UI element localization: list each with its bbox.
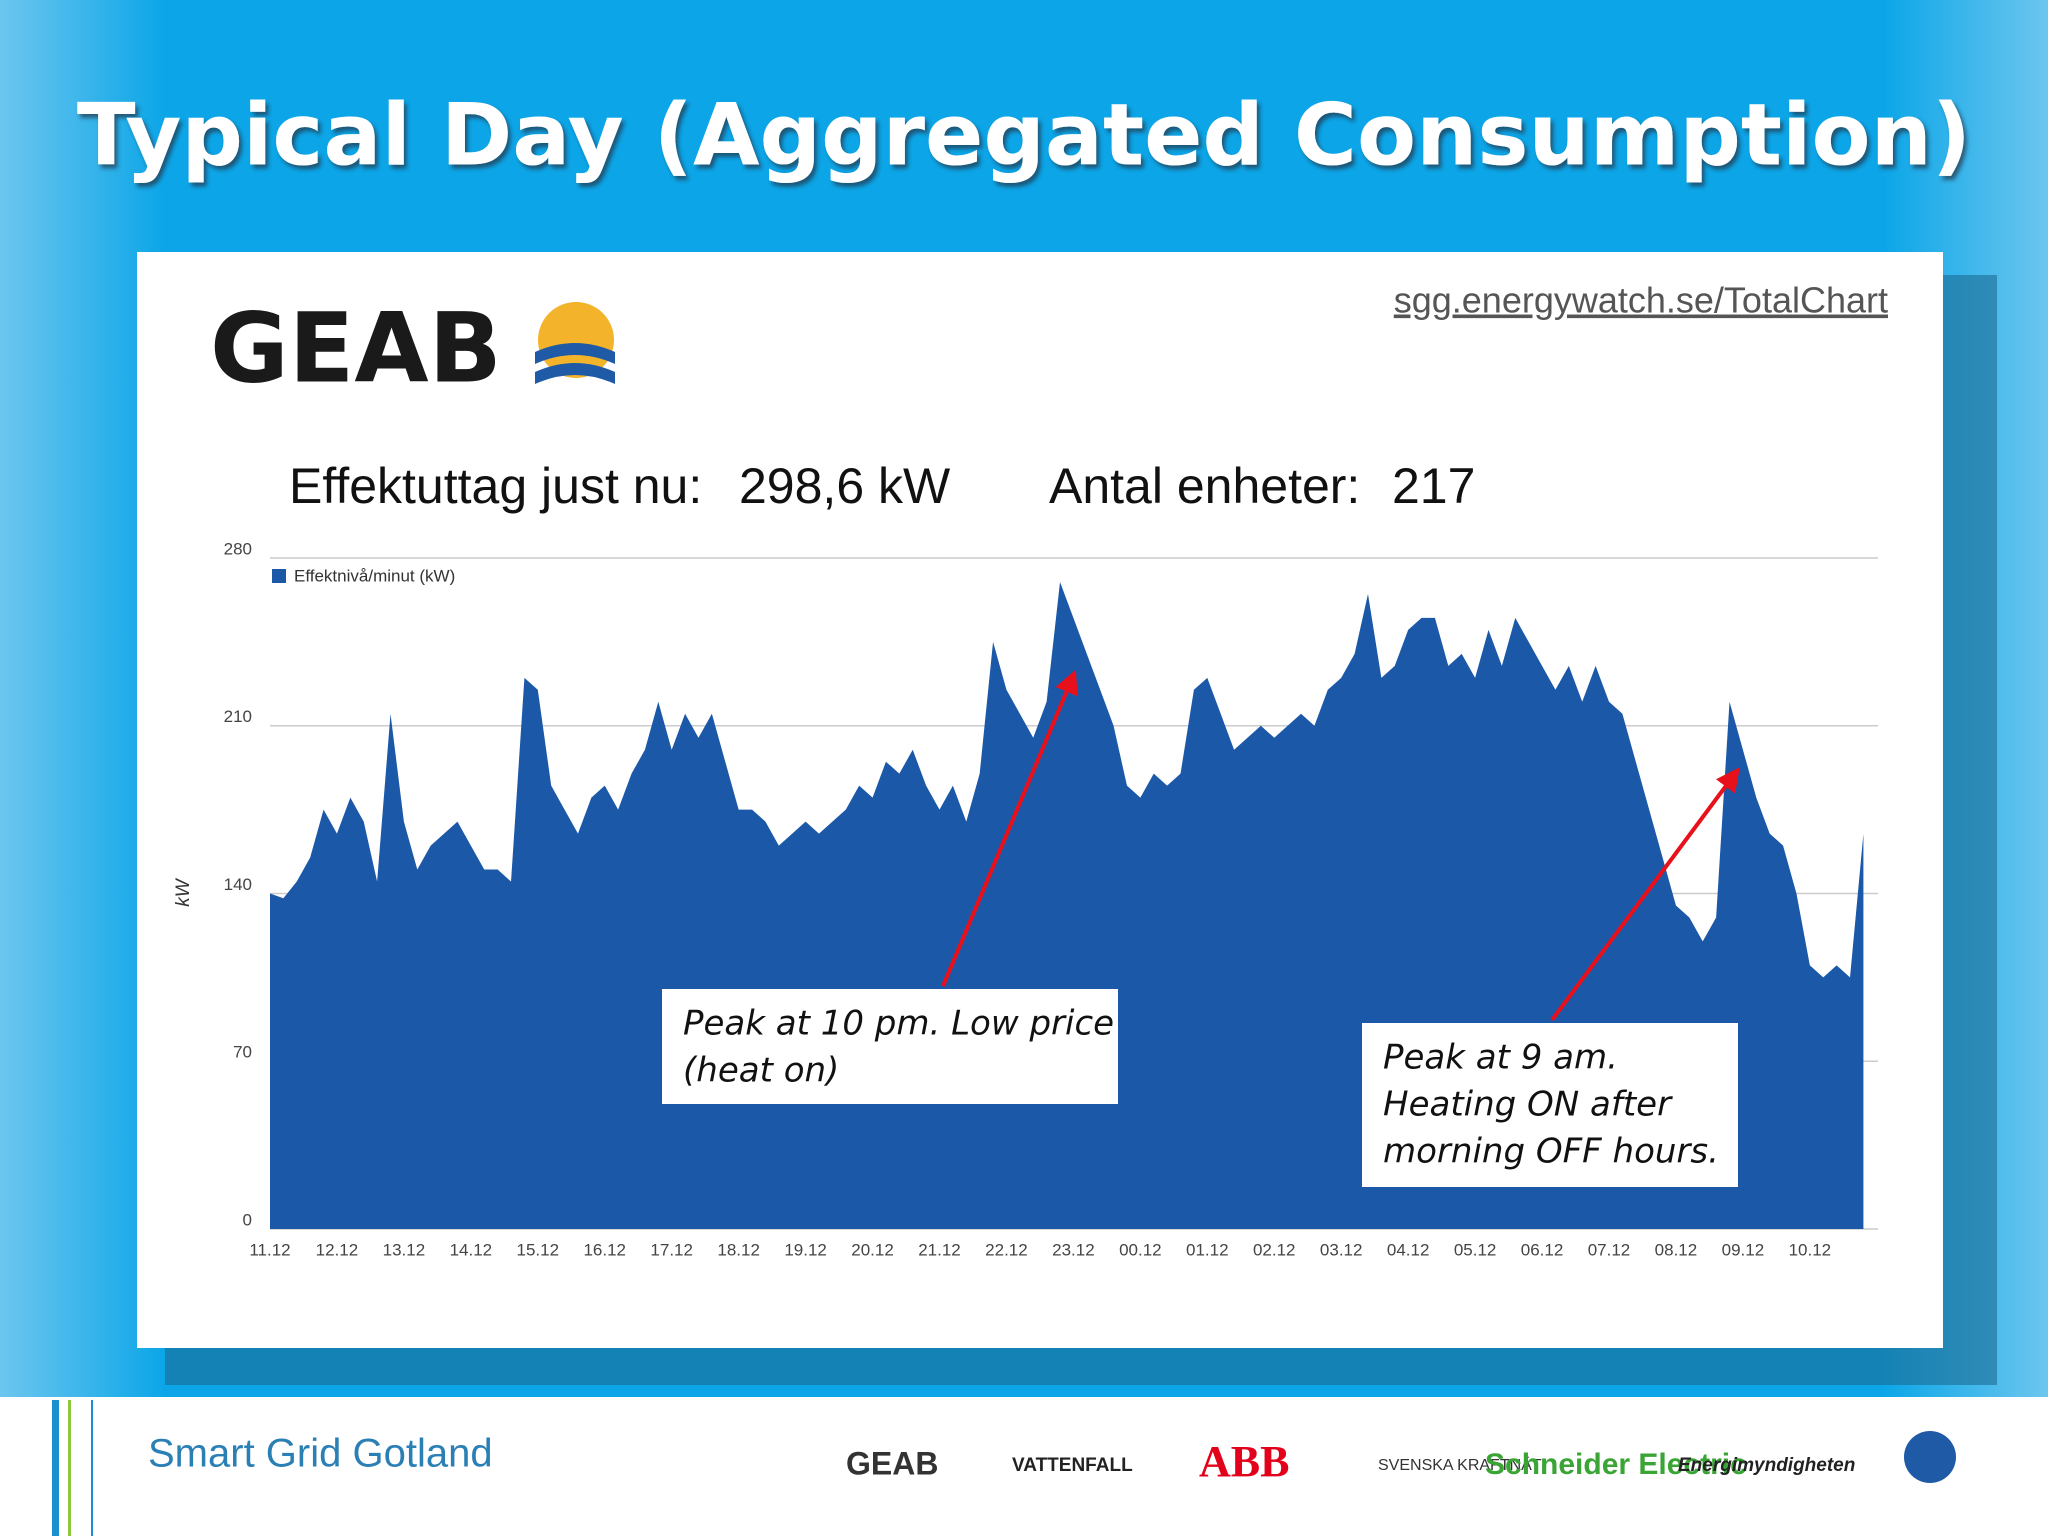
- legend-label: Effektnivå/minut (kW): [294, 566, 455, 585]
- x-tick-label: 20.12: [851, 1240, 894, 1259]
- x-tick-label: 23.12: [1052, 1240, 1095, 1259]
- x-tick-label: 16.12: [583, 1240, 626, 1259]
- logo: GEAB: [210, 292, 502, 404]
- partner-seal: [1904, 1431, 1956, 1483]
- x-tick-label: 18.12: [717, 1240, 760, 1259]
- partner-logo: Schneider Electric: [1485, 1448, 1747, 1481]
- partner-logo: Energimyndigheten: [1678, 1455, 1855, 1476]
- x-tick-label: 01.12: [1186, 1240, 1229, 1259]
- annotation-box: [1362, 1023, 1738, 1187]
- annotation-text: morning OFF hours.: [1383, 1132, 1719, 1172]
- footer-bar: [52, 1400, 59, 1536]
- status-value: 217: [1392, 458, 1475, 514]
- x-tick-label: 17.12: [650, 1240, 693, 1259]
- footer-bar: [68, 1400, 71, 1536]
- status-label: Antal enheter:: [1049, 458, 1360, 514]
- x-tick-label: 05.12: [1454, 1240, 1497, 1259]
- annotation-text: (heat on): [683, 1051, 839, 1091]
- y-axis-label: kW: [173, 877, 194, 907]
- x-tick-label: 06.12: [1521, 1240, 1564, 1259]
- x-tick-label: 07.12: [1588, 1240, 1631, 1259]
- partner-logo: GEAB: [846, 1445, 938, 1481]
- x-tick-label: 03.12: [1320, 1240, 1363, 1259]
- annotation-text: Peak at 9 am.: [1383, 1038, 1618, 1078]
- status-label: Effektuttag just nu:: [289, 458, 702, 514]
- x-tick-label: 12.12: [316, 1240, 359, 1259]
- annotations: Peak at 10 pm. Low price (heat on) Peak at…: [662, 669, 1740, 1187]
- annotation-arrow: [1550, 767, 1740, 1022]
- annotation-text: Heating ON after: [1383, 1085, 1673, 1125]
- url: sgg.energywatch.se/TotalChart: [1394, 280, 1888, 321]
- footer: [0, 1397, 2048, 1536]
- x-tick-label: 09.12: [1722, 1240, 1765, 1259]
- slide-title: Typical Day (Aggregated Consumption): [77, 85, 1971, 185]
- x-tick-label: 11.12: [249, 1240, 290, 1259]
- partner-logo: ABB: [1199, 1437, 1289, 1486]
- x-tick-label: 19.12: [784, 1240, 827, 1259]
- x-tick-label: 13.12: [383, 1240, 426, 1259]
- x-tick-label: 15.12: [517, 1240, 560, 1259]
- footer-bar: [91, 1400, 93, 1536]
- partner-logo: VATTENFALL: [1012, 1455, 1133, 1476]
- footer-title: Smart Grid Gotland: [148, 1432, 493, 1476]
- y-tick-label: 140: [224, 875, 252, 894]
- x-tick-label: 02.12: [1253, 1240, 1296, 1259]
- y-tick-label: 70: [233, 1043, 252, 1062]
- logo-icon: [535, 302, 615, 384]
- x-tick-label: 00.12: [1119, 1240, 1162, 1259]
- x-tick-label: 08.12: [1655, 1240, 1698, 1259]
- y-tick-label: 280: [224, 539, 252, 558]
- x-tick-label: 21.12: [918, 1240, 961, 1259]
- legend-swatch: [272, 569, 286, 583]
- x-tick-label: 04.12: [1387, 1240, 1430, 1259]
- y-tick-label: 210: [224, 707, 252, 726]
- annotation-arrow: [941, 669, 1078, 987]
- y-tick-label: 0: [243, 1210, 252, 1229]
- annotation-text: Peak at 10 pm. Low price: [683, 1004, 1114, 1044]
- x-tick-label: 10.12: [1789, 1240, 1832, 1259]
- status-value: 298,6 kW: [739, 458, 951, 514]
- x-tick-label: 22.12: [985, 1240, 1028, 1259]
- partner-logo: SVENSKA KRAFTNÄT: [1378, 1456, 1542, 1474]
- partner-logos: GEAB VATTENFALL ABB SVENSKA KRAFTNÄTSchneid…: [846, 1431, 1956, 1486]
- annotation-box: [662, 989, 1118, 1104]
- x-tick-label: 14.12: [450, 1240, 493, 1259]
